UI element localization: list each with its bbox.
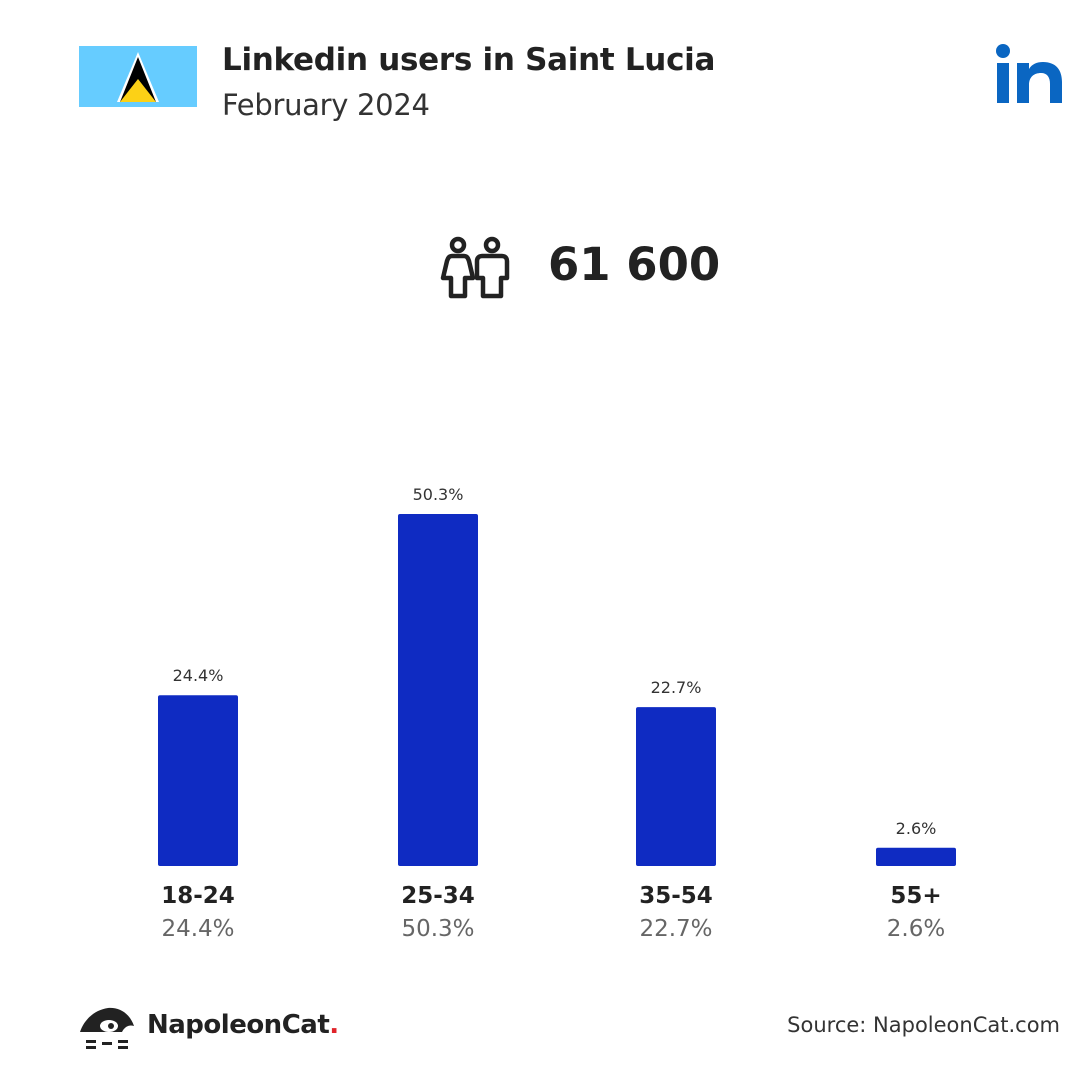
chart-title: Linkedin users in Saint Lucia xyxy=(222,42,716,78)
brand-name-text: NapoleonCat xyxy=(147,1010,330,1040)
linkedin-icon xyxy=(996,44,1062,103)
brand-dot: . xyxy=(329,1010,339,1040)
source-note: Source: NapoleonCat.com xyxy=(787,1013,1060,1037)
bar-value-label: 22.7% xyxy=(651,678,702,697)
people-icon xyxy=(440,236,510,299)
bar-value-label: 24.4% xyxy=(173,666,224,685)
chart-subtitle: February 2024 xyxy=(222,88,430,122)
brand-name: NapoleonCat. xyxy=(147,1010,339,1040)
category-label: 35-54 xyxy=(639,883,713,909)
category-percent: 50.3% xyxy=(401,916,475,942)
bar-25-34 xyxy=(398,514,478,866)
bar-55+ xyxy=(876,847,956,866)
bar-18-24 xyxy=(158,695,238,866)
napoleoncat-logo-icon xyxy=(80,1007,134,1049)
category-percent: 2.6% xyxy=(886,916,946,942)
category-percent: 24.4% xyxy=(161,916,235,942)
saint-lucia-flag xyxy=(79,46,197,107)
category-percent: 22.7% xyxy=(639,916,713,942)
bar-value-label: 2.6% xyxy=(896,819,937,838)
total-users: 61 600 xyxy=(548,238,721,291)
bar-value-label: 50.3% xyxy=(413,485,464,504)
category-label: 55+ xyxy=(890,883,942,909)
bar-35-54 xyxy=(636,707,716,866)
category-label: 25-34 xyxy=(401,883,475,909)
category-label: 18-24 xyxy=(161,883,235,909)
